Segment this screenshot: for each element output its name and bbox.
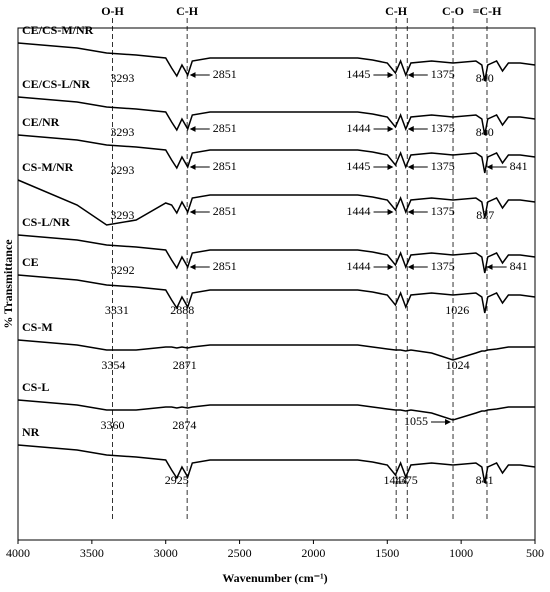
peak-label: 3293 (110, 125, 134, 139)
peak-label: 1444 (347, 204, 371, 218)
peak-label: 2871 (173, 358, 197, 372)
y-axis-label: % Transmittance (1, 239, 15, 329)
peak-label: 2851 (213, 159, 237, 173)
peak-label: 2851 (213, 204, 237, 218)
spectrum-line (17, 339, 535, 361)
peak-label: 3354 (101, 358, 125, 372)
series-label: CS-M (22, 320, 53, 334)
peak-label: 837 (476, 208, 494, 222)
peak-label: 1375 (431, 121, 455, 135)
peak-label: 3331 (105, 303, 129, 317)
x-tick-label: 2500 (228, 546, 252, 560)
spectrum-line (17, 234, 536, 274)
spectrum-line (17, 134, 536, 174)
plot-frame (17, 27, 536, 541)
spectrum-line (17, 274, 536, 314)
series-label: CS-L (22, 380, 49, 394)
spectrum-line (17, 444, 536, 484)
peak-label: 2925 (165, 473, 189, 487)
series-label: CE/NR (22, 115, 60, 129)
peak-label: 2851 (213, 259, 237, 273)
peak-label: 3360 (101, 418, 125, 432)
guide-label: C-H (385, 4, 408, 18)
peak-label: 3293 (110, 208, 134, 222)
series-label: CE/CS-M/NR (22, 23, 94, 37)
peak-label: 840 (476, 71, 494, 85)
peak-label: 1375 (431, 204, 455, 218)
series-label: NR (22, 425, 40, 439)
peak-label: 841 (510, 259, 528, 273)
peak-label: 1445 (346, 159, 370, 173)
peak-label: 1444 (384, 473, 408, 487)
x-tick-label: 1000 (449, 546, 473, 560)
spectrum-line (17, 399, 535, 421)
series-label: CS-L/NR (22, 215, 70, 229)
peak-label: 2888 (170, 303, 194, 317)
peak-label: 1375 (431, 259, 455, 273)
guide-label: O-H (101, 4, 124, 18)
series-label: CE (22, 255, 39, 269)
peak-label: 841 (476, 473, 494, 487)
peak-label: 1024 (446, 358, 470, 372)
peak-label: 840 (476, 125, 494, 139)
guide-label: =C-H (473, 4, 503, 18)
spectrum-line (17, 179, 536, 226)
series-label: CS-M/NR (22, 160, 74, 174)
x-tick-label: 3500 (80, 546, 104, 560)
peak-label: 3293 (110, 71, 134, 85)
peak-label: 1055 (404, 414, 428, 428)
peak-label: 841 (510, 159, 528, 173)
peak-label: 2851 (213, 67, 237, 81)
x-tick-label: 3000 (154, 546, 178, 560)
peak-label: 3293 (110, 163, 134, 177)
peak-label: 2851 (213, 121, 237, 135)
x-tick-label: 500 (526, 546, 544, 560)
series-label: CE/CS-L/NR (22, 77, 90, 91)
guide-label: C-O (442, 4, 464, 18)
peak-label: 1445 (346, 67, 370, 81)
peak-label: 1375 (394, 473, 418, 487)
spectrum-line (17, 42, 536, 82)
x-axis-label: Wavenumber (cm⁻¹) (222, 571, 327, 585)
peak-label: 1375 (431, 159, 455, 173)
peak-label: 2874 (172, 418, 196, 432)
guide-label: C-H (176, 4, 199, 18)
peak-label: 1444 (347, 259, 371, 273)
peak-label: 1444 (347, 121, 371, 135)
x-tick-label: 4000 (6, 546, 30, 560)
peak-label: 1375 (431, 67, 455, 81)
spectrum-line (17, 96, 536, 136)
x-tick-label: 1500 (375, 546, 399, 560)
x-tick-label: 2000 (301, 546, 325, 560)
peak-label: 3292 (111, 263, 135, 277)
peak-label: 1026 (445, 303, 469, 317)
